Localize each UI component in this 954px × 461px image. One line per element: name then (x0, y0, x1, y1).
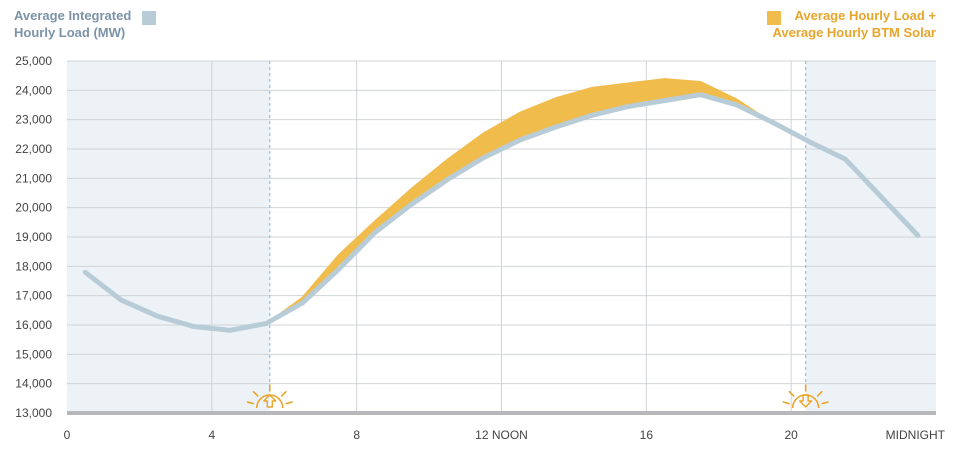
x-tick-label: 20 (784, 428, 798, 442)
x-tick-label: 8 (353, 428, 360, 442)
x-tick-label: MIDNIGHT (886, 428, 946, 442)
sunset-icon (782, 384, 829, 409)
grid-lines (67, 60, 936, 413)
legend-right-label-line1: Average Hourly Load + (795, 8, 937, 23)
series-layer (82, 78, 921, 333)
sunrise-marker-ray-l (246, 401, 255, 405)
legend-left-label-line1: Average Integrated (14, 8, 131, 23)
load-line (82, 92, 921, 333)
legend: Average Integrated Hourly Load (MW) Aver… (14, 8, 936, 40)
sunrise-icon (246, 384, 293, 409)
sunrise-marker-ray-tr (280, 390, 287, 397)
y-tick-label: 23,000 (15, 113, 52, 127)
sunrise-marker-ray-r (285, 401, 293, 405)
sunset-marker-ray-tr (816, 390, 823, 397)
axis-layer: 13,000 14,000 15,000 16,000 17,000 18,000 19,0… (15, 54, 945, 442)
sunset-marker-ray-l (782, 401, 791, 405)
y-tick-label: 17,000 (15, 289, 52, 303)
y-tick-label: 18,000 (15, 259, 52, 273)
y-tick-label: 20,000 (15, 201, 52, 215)
y-tick-label: 22,000 (15, 142, 52, 156)
y-tick-label: 21,000 (15, 171, 52, 185)
sunset-marker-ray-r (821, 401, 829, 405)
y-tick-label: 13,000 (15, 406, 52, 420)
legend-right-label-line2: Average Hourly BTM Solar (772, 25, 936, 40)
y-tick-label: 24,000 (15, 83, 52, 97)
sunrise-marker-ray-tl (252, 390, 259, 397)
y-tick-label: 25,000 (15, 54, 52, 68)
y-tick-label: 16,000 (15, 318, 52, 332)
x-tick-label: 4 (208, 428, 215, 442)
y-tick-label: 19,000 (15, 230, 52, 244)
y-tick-label: 15,000 (15, 347, 52, 361)
sunset-marker-arrow (798, 394, 813, 408)
x-tick-label: 0 (64, 428, 71, 442)
legend-load-swatch (142, 11, 156, 25)
x-tick-label: 12 NOON (475, 428, 528, 442)
y-tick-label: 14,000 (15, 377, 52, 391)
sunrise-marker-arrow (263, 394, 277, 408)
legend-left-label-line2: Hourly Load (MW) (14, 25, 125, 40)
sunset-marker-ray-tl (788, 390, 795, 397)
legend-solar-swatch (767, 11, 781, 25)
x-tick-label: 16 (640, 428, 654, 442)
solar-area (265, 78, 810, 324)
sun-markers (246, 61, 829, 409)
